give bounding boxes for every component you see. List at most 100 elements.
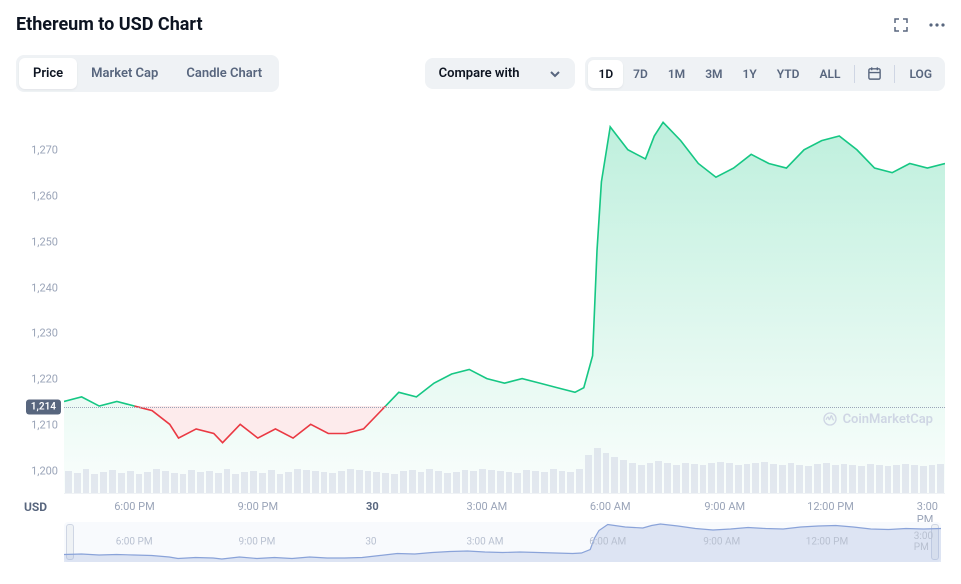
range-1d[interactable]: 1D [588,60,623,88]
watermark: CoinMarketCap [822,411,933,427]
x-tick: 12:00 PM [807,500,854,513]
log-toggle[interactable]: LOG [899,60,942,88]
compare-button[interactable]: Compare with [425,58,576,89]
volume-bar [567,472,574,493]
volume-bar [224,469,231,493]
volume-bar [259,473,266,493]
volume-bar [647,463,654,493]
volume-bar [312,471,319,493]
volume-bar [673,465,680,493]
chart-plot[interactable]: CoinMarketCap [64,104,945,494]
volume-bar [506,472,513,493]
volume-bar [664,463,671,493]
volume-bar [849,465,856,493]
compare-label: Compare with [439,66,520,81]
volume-bar [937,464,944,493]
volume-bar [876,465,883,493]
volume-bar [629,463,636,493]
tab-candle-chart[interactable]: Candle Chart [172,58,276,89]
tab-market-cap[interactable]: Market Cap [77,58,172,89]
range-7d[interactable]: 7D [623,60,658,88]
volume-bar [638,465,645,493]
volume-bar [814,464,821,493]
volume-bar [197,472,204,493]
y-tick: 1,220 [31,373,58,386]
y-tick: 1,270 [31,143,58,156]
coinmarketcap-logo-icon [822,411,838,427]
x-tick: 6:00 PM [114,500,154,513]
volume-bar [65,471,72,493]
volume-bar [497,471,504,493]
volume-bar [83,469,90,493]
volume-bar [409,470,416,493]
chart-header: Ethereum to USD Chart [16,14,945,35]
volume-bar [744,464,751,493]
chart-type-tabs: PriceMarket CapCandle Chart [16,55,279,92]
volume-bar [691,464,698,493]
brush-tick: 30 [365,537,376,548]
volume-bar [400,471,407,493]
volume-bar [418,472,425,493]
volume-bar [338,471,345,493]
current-price-badge: 1,214 [26,399,61,414]
volume-bar [779,465,786,493]
volume-bar [532,471,539,493]
volume-bar [171,473,178,493]
volume-bar [435,471,442,493]
chevron-down-icon [549,68,561,80]
volume-bar [902,464,909,493]
range-all[interactable]: ALL [809,60,850,88]
volume-bar [285,472,292,493]
range-1m[interactable]: 1M [658,60,695,88]
volume-bar [241,472,248,493]
volume-bar [708,463,715,493]
range-ytd[interactable]: YTD [767,60,810,88]
volume-bar [118,473,125,493]
volume-bar [796,465,803,493]
volume-bar [250,471,257,493]
range-brush[interactable]: 6:00 PM9:00 PM303:00 AM6:00 AM9:00 AM12:… [64,522,941,562]
volume-bar [109,470,116,493]
y-tick: 1,260 [31,189,58,202]
fullscreen-icon[interactable] [893,17,909,33]
volume-bar [735,465,742,493]
volume-bar [215,473,222,493]
brush-tick: 9:00 AM [703,537,740,548]
x-tick: 9:00 AM [704,500,745,513]
volume-bar [893,465,900,493]
brush-tick: 12:00 PM [806,537,848,548]
chart-title: Ethereum to USD Chart [16,14,203,35]
baseline-line [64,407,945,408]
volume-bar [232,474,239,493]
volume-bar [867,464,874,493]
volume-bar [585,455,592,493]
x-tick: 9:00 PM [238,500,278,513]
range-1y[interactable]: 1Y [733,60,767,88]
volume-bar [100,472,107,493]
brush-tick: 3:00 AM [466,537,503,548]
volume-bar [550,469,557,493]
volume-bar [841,464,848,493]
volume-bar [294,469,301,493]
volume-bar [127,471,134,493]
volume-bar [470,471,477,493]
brush-handle-left[interactable] [66,524,74,560]
volume-bar [206,471,213,493]
range-3m[interactable]: 3M [695,60,732,88]
volume-bar [920,466,927,493]
volume-bar [382,473,389,493]
more-icon[interactable] [929,23,945,27]
y-tick: 1,200 [31,465,58,478]
x-tick: 3:00 AM [467,500,508,513]
y-tick: 1,230 [31,327,58,340]
y-tick: 1,210 [31,419,58,432]
volume-bar [514,473,521,493]
volume-bar [885,466,892,493]
volume-bar [268,470,275,493]
volume-bar [911,465,918,493]
volume-bar [303,470,310,493]
volume-bar [277,474,284,493]
calendar-icon[interactable] [859,60,890,87]
tab-price[interactable]: Price [19,58,77,89]
y-tick: 1,250 [31,235,58,248]
